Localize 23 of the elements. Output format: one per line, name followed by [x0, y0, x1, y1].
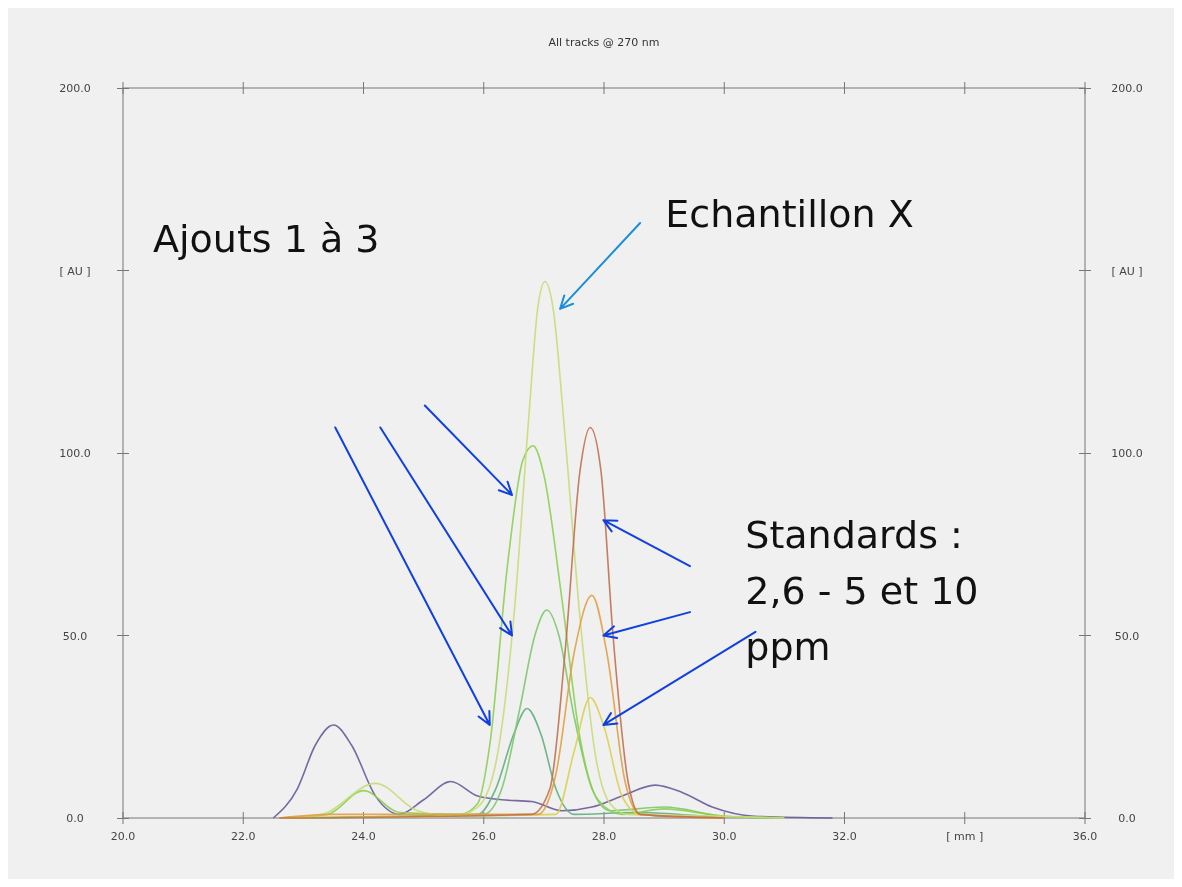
x-tick-label: 26.0 — [471, 830, 496, 843]
y2-tick-label: 100.0 — [1111, 447, 1143, 460]
x-tick-label: 28.0 — [591, 830, 617, 843]
y-tick-label: 200.0 — [59, 82, 91, 95]
x-tick-label: 36.0 — [1072, 830, 1098, 843]
annotation: Echantillon X — [665, 191, 914, 236]
y-tick-label: [ AU ] — [59, 264, 91, 278]
x-tick-label: 30.0 — [712, 830, 737, 843]
y-tick-label: 100.0 — [59, 447, 91, 460]
annotation: Standards : 2,6 - 5 et 10 ppm — [745, 512, 979, 669]
y-tick-label: 50.0 — [62, 629, 88, 643]
x-tick-label: [ mm ] — [946, 830, 984, 843]
y2-tick-label: 0.0 — [1118, 812, 1136, 825]
x-tick-label: 22.0 — [231, 830, 256, 843]
y2-tick-label: [ AU ] — [1111, 264, 1143, 278]
x-tick-label: 20.0 — [110, 830, 136, 843]
x-tick-label: 24.0 — [351, 830, 376, 843]
annotation: Ajouts 1 à 3 — [153, 217, 380, 262]
y2-tick-label: 200.0 — [1111, 82, 1143, 95]
y-tick-label: 0.0 — [66, 812, 84, 825]
y2-tick-label: 50.0 — [1114, 629, 1140, 643]
chart-title: All tracks @ 270 nm — [548, 36, 660, 49]
x-tick-label: 32.0 — [832, 830, 857, 843]
